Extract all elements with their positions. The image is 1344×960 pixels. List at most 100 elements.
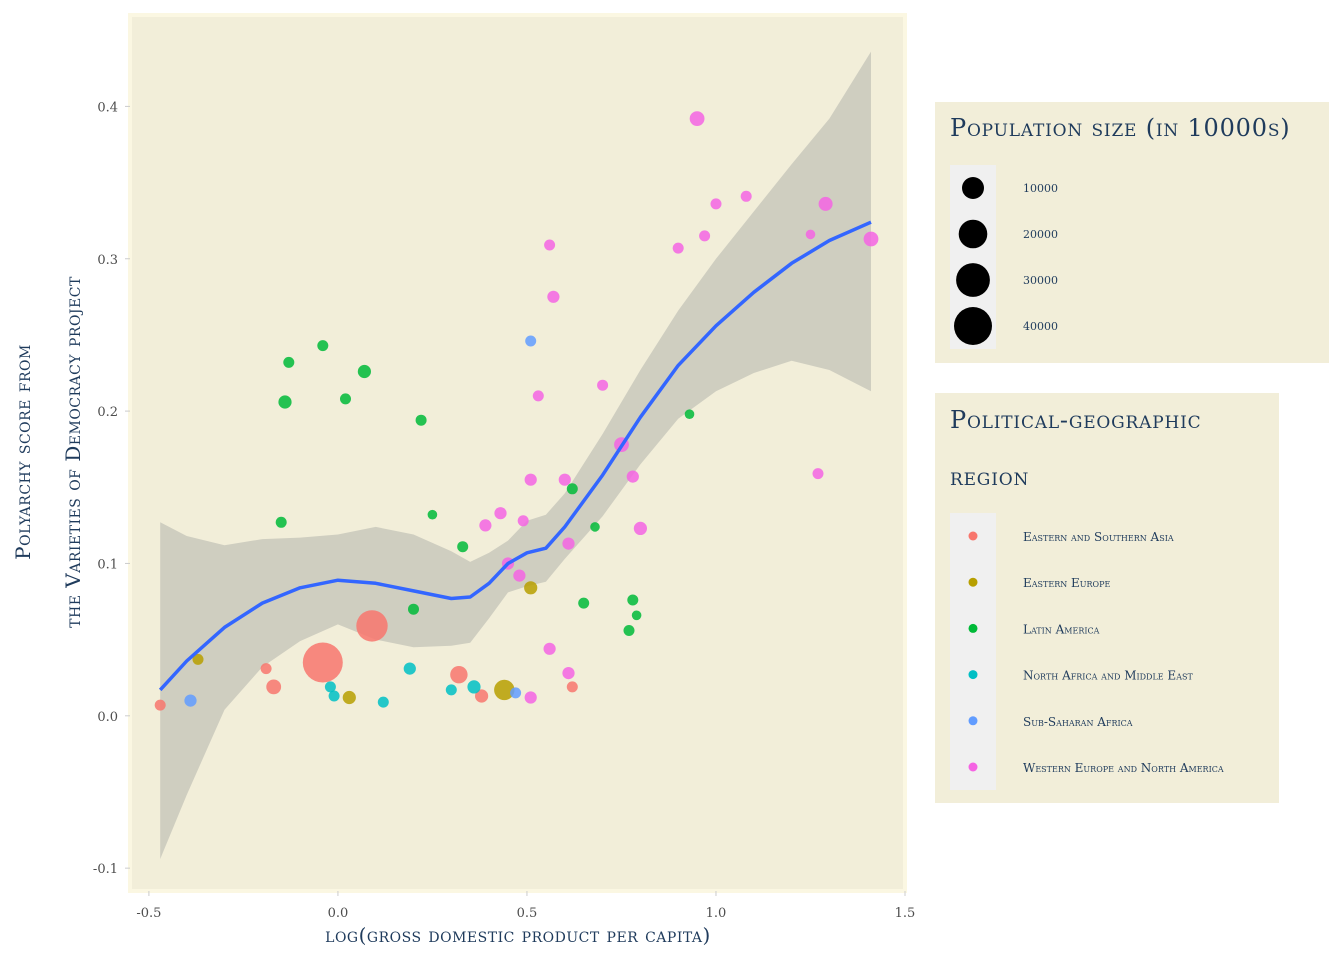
region-legend-key (968, 716, 978, 726)
data-point (578, 597, 590, 609)
plot-panel (128, 13, 907, 893)
data-point (317, 340, 329, 352)
data-point (689, 111, 705, 126)
data-point (494, 507, 507, 520)
size-legend-label: 30000 (1023, 274, 1058, 287)
data-point (525, 335, 537, 347)
data-point (631, 610, 642, 621)
x-tick-label: 1.5 (895, 906, 916, 921)
data-point (450, 666, 468, 684)
size-legend-label: 10000 (1023, 182, 1058, 195)
data-point (547, 290, 560, 303)
region-legend-key (968, 577, 978, 587)
size-legend-key (962, 177, 984, 199)
data-point (562, 667, 575, 680)
data-point (154, 699, 166, 711)
x-tick-label: -0.5 (136, 906, 161, 921)
data-point (408, 603, 419, 615)
region-legend-title-line1: Political-geographic (950, 406, 1201, 434)
data-point (543, 642, 556, 655)
data-point (517, 515, 529, 527)
data-point (544, 239, 556, 251)
data-point (510, 687, 522, 699)
size-legend-label: 20000 (1023, 228, 1058, 241)
region-legend: Political-geographic region Eastern and … (935, 393, 1279, 803)
region-legend-items: Eastern and Southern Asia Eastern Europe L… (968, 530, 1224, 775)
data-point (740, 190, 752, 202)
data-point (627, 594, 639, 606)
region-legend-key (968, 762, 978, 772)
y-axis-title-line2: the Varieties of Democracy project (61, 276, 85, 628)
region-legend-key (968, 670, 978, 680)
data-point (626, 470, 639, 483)
data-point (356, 610, 388, 642)
data-point (699, 230, 711, 242)
y-tick-label: 0.3 (97, 253, 118, 268)
x-tick-label: 1.0 (706, 906, 727, 921)
data-point (467, 680, 481, 694)
smooth-line-layer (158, 220, 872, 692)
data-point (377, 696, 389, 708)
data-point (524, 473, 537, 486)
size-legend-key (954, 307, 992, 345)
data-point (328, 690, 340, 702)
region-legend-key-background (950, 513, 996, 790)
region-legend-key (968, 623, 978, 633)
data-point (494, 679, 515, 701)
size-legend-background (935, 102, 1329, 363)
data-point (283, 356, 295, 368)
data-point (513, 569, 526, 582)
data-point (812, 468, 824, 480)
data-point (597, 379, 609, 391)
size-legend-title: Population size (in 10000s) (950, 114, 1290, 142)
points-layer (154, 111, 879, 711)
data-point (324, 681, 336, 693)
data-point (479, 519, 492, 532)
smooth-line (158, 220, 872, 692)
data-point (566, 483, 578, 495)
data-point (403, 662, 416, 675)
data-point (818, 196, 833, 211)
y-tick-label: -0.1 (93, 862, 118, 877)
y-tick-label: 0.1 (97, 557, 118, 572)
x-tick-label: 0.0 (328, 906, 349, 921)
data-point (192, 653, 204, 665)
data-point (590, 522, 600, 532)
data-point (475, 689, 489, 703)
region-legend-key (968, 531, 978, 541)
size-legend-key (956, 263, 990, 297)
region-legend-label: Latin America (1023, 622, 1100, 636)
region-legend-label: North Africa and Middle East (1023, 669, 1193, 683)
data-point (457, 541, 469, 553)
x-axis: -0.5 0.0 0.5 1.0 1.5 (136, 891, 915, 921)
data-point (524, 691, 537, 704)
x-axis-title: log(gross domestic product per capita) (325, 923, 711, 947)
size-legend-label: 40000 (1023, 320, 1058, 333)
data-point (275, 516, 287, 528)
data-point (342, 690, 356, 705)
y-axis: -0.1 0.0 0.1 0.2 0.3 0.4 (93, 100, 130, 877)
data-point (340, 393, 351, 405)
data-point (532, 390, 544, 402)
data-point (672, 242, 684, 254)
data-point (524, 581, 538, 595)
y-axis-title-line1: Polyarchy score from (11, 344, 35, 560)
size-legend-key (958, 219, 988, 249)
data-point (805, 229, 816, 240)
data-point (445, 684, 457, 696)
data-point (684, 409, 695, 420)
region-legend-title-line2: region (950, 463, 1029, 491)
data-point (427, 509, 438, 520)
data-point (558, 473, 571, 486)
data-point (302, 642, 343, 683)
data-point (863, 231, 879, 247)
y-tick-label: 0.2 (97, 405, 118, 420)
data-point (623, 625, 635, 636)
size-legend-items: 10000 20000 30000 40000 (954, 177, 1058, 345)
region-legend-label: Sub-Saharan Africa (1023, 715, 1133, 729)
data-point (566, 681, 578, 693)
y-tick-label: 0.0 (97, 710, 118, 725)
data-point (633, 521, 648, 536)
y-tick-label: 0.4 (97, 100, 118, 115)
